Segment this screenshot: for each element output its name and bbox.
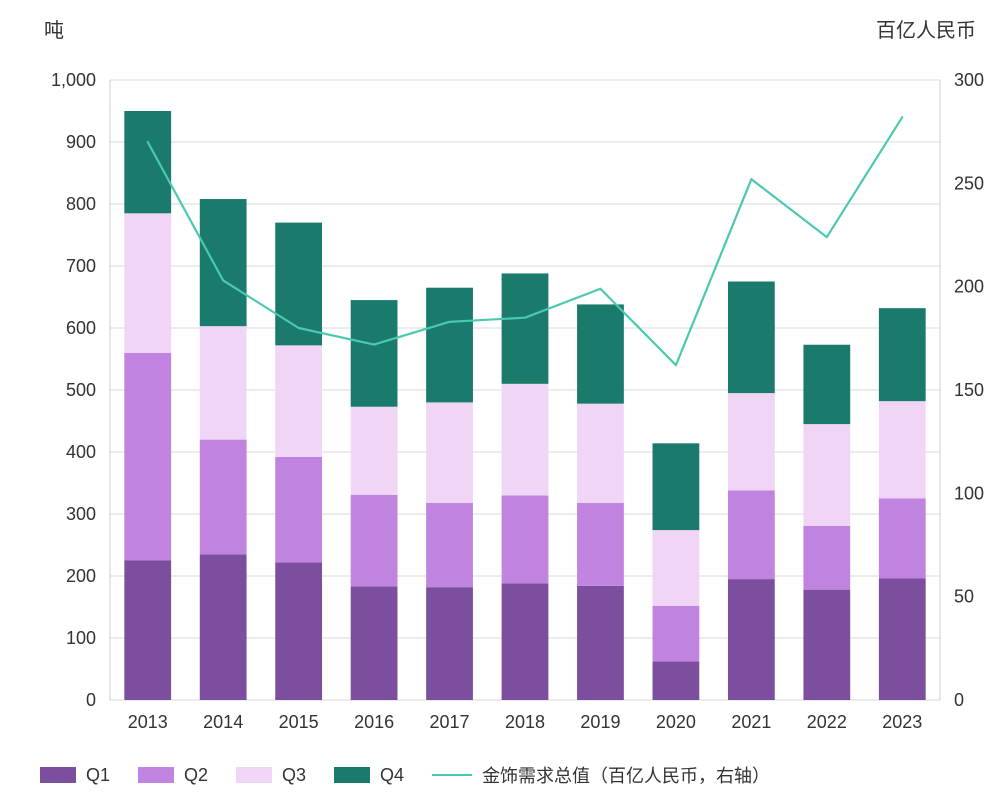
ytick-right-label: 200: [954, 277, 984, 297]
bar-segment: [879, 499, 926, 579]
bar-segment: [124, 111, 171, 213]
bar-segment: [577, 503, 624, 586]
bar-segment: [275, 345, 322, 457]
xtick-label: 2017: [430, 712, 470, 732]
legend-label-q3: Q3: [282, 765, 306, 786]
ytick-left-label: 900: [66, 132, 96, 152]
xtick-label: 2018: [505, 712, 545, 732]
bar-segment: [502, 384, 549, 496]
bar-segment: [502, 583, 549, 700]
ytick-left-label: 800: [66, 194, 96, 214]
legend-label-q4: Q4: [380, 765, 404, 786]
bar-segment: [728, 393, 775, 490]
bar-segment: [879, 401, 926, 498]
bar-segment: [803, 345, 850, 424]
bar-segment: [653, 606, 700, 662]
bar-segment: [577, 404, 624, 503]
xtick-label: 2016: [354, 712, 394, 732]
xtick-label: 2013: [128, 712, 168, 732]
bar-segment: [200, 440, 247, 555]
legend-swatch-q2: [138, 767, 174, 783]
xtick-label: 2019: [580, 712, 620, 732]
bar-segment: [653, 662, 700, 700]
bar-segment: [728, 282, 775, 394]
bar-segment: [426, 587, 473, 700]
bar-segment: [879, 308, 926, 401]
ytick-left-label: 0: [86, 690, 96, 710]
ytick-left-label: 500: [66, 380, 96, 400]
bar-segment: [502, 273, 549, 383]
xtick-label: 2022: [807, 712, 847, 732]
legend-swatch-q1: [40, 767, 76, 783]
ytick-right-label: 100: [954, 483, 984, 503]
bar-segment: [124, 213, 171, 352]
legend-item-q2: Q2: [138, 765, 208, 786]
bar-segment: [803, 590, 850, 700]
ytick-left-label: 300: [66, 504, 96, 524]
legend-swatch-q4: [334, 767, 370, 783]
bar-segment: [124, 561, 171, 701]
bar-segment: [426, 288, 473, 403]
ytick-right-label: 0: [954, 690, 964, 710]
ytick-right-label: 250: [954, 173, 984, 193]
ytick-left-label: 1,000: [51, 70, 96, 90]
bar-segment: [653, 530, 700, 606]
right-y-axis-title: 百亿人民币: [876, 14, 976, 43]
bar-segment: [426, 503, 473, 587]
bar-segment: [728, 579, 775, 700]
legend: Q1 Q2 Q3 Q4 金饰需求总值（百亿人民币，右轴）: [40, 762, 770, 788]
legend-label-q2: Q2: [184, 765, 208, 786]
ytick-right-label: 300: [954, 70, 984, 90]
ytick-left-label: 700: [66, 256, 96, 276]
bar-segment: [577, 586, 624, 700]
ytick-left-label: 100: [66, 628, 96, 648]
legend-item-line: 金饰需求总值（百亿人民币，右轴）: [432, 762, 770, 788]
legend-item-q4: Q4: [334, 765, 404, 786]
bar-segment: [653, 443, 700, 530]
bar-segment: [502, 495, 549, 583]
bar-segment: [728, 490, 775, 579]
legend-swatch-q3: [236, 767, 272, 783]
legend-item-q1: Q1: [40, 765, 110, 786]
bar-segment: [200, 199, 247, 326]
chart-container: 吨 百亿人民币 01002003004005006007008009001,00…: [0, 0, 1000, 806]
xtick-label: 2015: [279, 712, 319, 732]
left-y-axis-title: 吨: [44, 14, 64, 43]
ytick-right-label: 150: [954, 380, 984, 400]
ytick-left-label: 600: [66, 318, 96, 338]
bar-segment: [200, 554, 247, 700]
bar-segment: [275, 457, 322, 562]
bar-segment: [124, 353, 171, 561]
legend-item-q3: Q3: [236, 765, 306, 786]
bar-segment: [351, 495, 398, 587]
bar-segment: [803, 424, 850, 526]
bar-segment: [351, 300, 398, 407]
bar-segment: [803, 526, 850, 590]
bar-segment: [426, 402, 473, 502]
legend-label-q1: Q1: [86, 765, 110, 786]
chart-svg: 0 100 200 300 400 500 600 700 800 900 1,000 0 50 100 1…: [0, 0, 1000, 740]
ytick-left-label: 400: [66, 442, 96, 462]
bar-segment: [200, 326, 247, 439]
ytick-right-label: 50: [954, 587, 974, 607]
legend-label-line: 金饰需求总值（百亿人民币，右轴）: [482, 762, 770, 788]
bar-segment: [879, 578, 926, 700]
xtick-label: 2023: [882, 712, 922, 732]
bar-segment: [577, 304, 624, 403]
bar-segment: [351, 587, 398, 700]
xtick-label: 2021: [731, 712, 771, 732]
bar-segment: [275, 562, 322, 700]
ytick-left-label: 200: [66, 566, 96, 586]
legend-swatch-line: [432, 774, 472, 776]
xtick-label: 2020: [656, 712, 696, 732]
bar-segment: [351, 407, 398, 495]
xtick-label: 2014: [203, 712, 243, 732]
